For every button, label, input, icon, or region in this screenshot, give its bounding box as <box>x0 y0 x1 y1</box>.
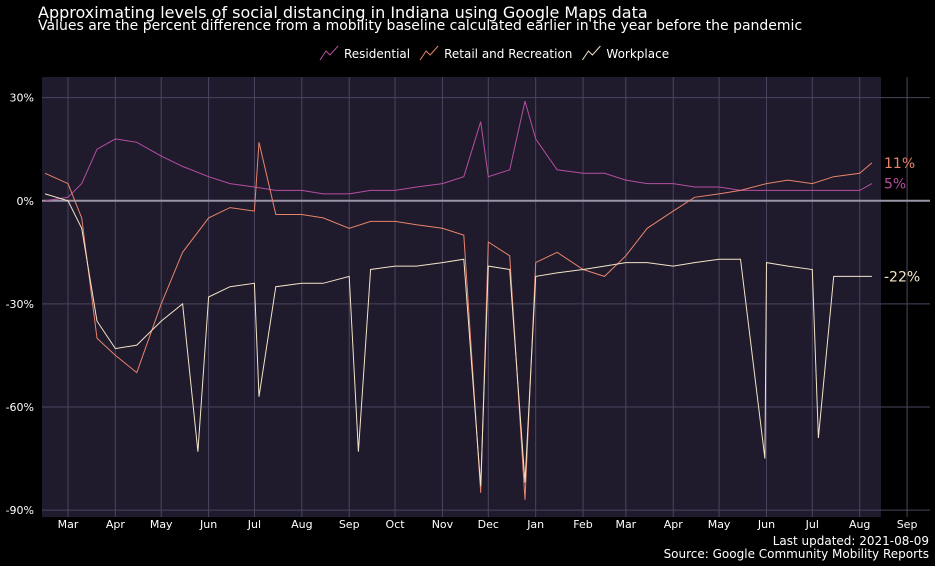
legend-label: Workplace <box>606 47 669 61</box>
end-labels: 5% 11% -22% <box>884 156 920 285</box>
x-tick-label: Apr <box>106 518 126 531</box>
x-tick-label: Nov <box>432 518 454 531</box>
series-line-retail-and-recreation <box>44 142 873 500</box>
x-tick-label: Feb <box>573 518 592 531</box>
x-tick-label: Jun <box>757 518 775 531</box>
series-line-workplace <box>44 193 872 487</box>
x-tick-label: Aug <box>291 518 312 531</box>
x-axis: Mar Apr May Jun Jul Aug Sep Oct Nov Dec Jan Feb Mar A… <box>58 518 918 531</box>
x-tick-label: Mar <box>58 518 79 531</box>
y-axis: 30% 0% -30% -60% -90% <box>6 92 34 518</box>
y-tick-label: -90% <box>6 504 34 517</box>
x-tick-label: Sep <box>897 518 918 531</box>
x-tick-label: Apr <box>664 518 684 531</box>
legend-key <box>581 45 601 61</box>
legend-label: Retail and Recreation <box>444 47 572 61</box>
x-tick-label: Aug <box>849 518 870 531</box>
x-tick-label: Mar <box>615 518 636 531</box>
legend-item-retail-and-recreation: Retail and Recreation <box>419 45 572 61</box>
source-note: Source: Google Community Mobility Report… <box>664 547 929 561</box>
series-line-residential <box>45 100 873 202</box>
legend-key <box>419 45 439 61</box>
y-tick-label: -30% <box>6 298 34 311</box>
x-tick-label: Sep <box>339 518 360 531</box>
series-layer <box>44 100 873 500</box>
y-tick-label: -60% <box>6 401 34 414</box>
x-tick-label: Jun <box>199 518 217 531</box>
legend-key <box>319 45 339 61</box>
chart-title: Approximating levels of social distancin… <box>38 3 648 22</box>
legend-item-residential: Residential <box>319 45 410 61</box>
y-tick-label: 30% <box>10 92 34 105</box>
end-label-retail-and-recreation: 11% <box>884 156 915 172</box>
end-label-residential: 5% <box>884 177 906 193</box>
x-tick-label: Jan <box>526 518 544 531</box>
chart-subtitle: Values are the percent difference from a… <box>38 18 802 34</box>
last-updated: Last updated: 2021-08-09 <box>773 534 929 548</box>
x-tick-label: Jul <box>805 518 819 531</box>
legend-item-workplace: Workplace <box>581 45 669 61</box>
legend: Residential Retail and Recreation Workplac… <box>319 45 669 61</box>
x-tick-label: May <box>708 518 731 531</box>
x-tick-label: May <box>150 518 173 531</box>
end-label-workplace: -22% <box>884 269 920 285</box>
x-tick-label: Dec <box>478 518 499 531</box>
legend-label: Residential <box>344 47 410 61</box>
y-tick-label: 0% <box>17 195 34 208</box>
x-tick-label: Jul <box>247 518 261 531</box>
gridlines <box>42 77 930 517</box>
x-tick-label: Oct <box>386 518 406 531</box>
plot-panel <box>42 77 881 517</box>
